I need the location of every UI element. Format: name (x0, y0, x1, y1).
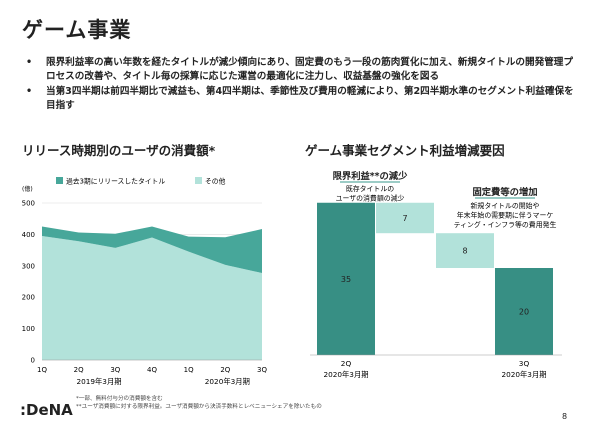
bullet-marker: • (26, 57, 33, 68)
legend-label-recent-titles: 過去3期にリリースしたタイトル (66, 177, 165, 186)
waterfall-chart: (億円)3578202Q2020年3月期3Q2020年3月期限界利益**の減少既… (310, 170, 562, 379)
area-series-recent-titles (42, 226, 262, 274)
annotation-text: 年末年始の需要期に伴うマーケ (457, 211, 554, 220)
x-tick-label: 3Q (110, 366, 120, 374)
bullet-list: • 限界利益率の高い年数を経たタイトルが減少傾向にあり、固定費のもう一段の筋肉質… (26, 56, 581, 114)
waterfall-bar (436, 233, 494, 268)
legend-label-other: その他 (205, 177, 226, 186)
y-unit-label: (億) (22, 185, 33, 193)
area-chart: (億) 0 100 200 300 400 500 1Q 2Q 3Q 4Q 1Q 2Q 3Q 2019年3月… (22, 177, 268, 386)
y-tick-label: 100 (22, 325, 35, 333)
annotation-text: ティング・インフラ等の費用発生 (454, 220, 557, 229)
x-tick-label: 2Q (341, 359, 352, 368)
left-chart-title: リリース時期別のユーザの消費額* (22, 143, 216, 158)
x-tick-label: 1Q (37, 366, 47, 374)
x-group-label: 2020年3月期 (323, 370, 368, 379)
x-group-label: 2020年3月期 (501, 370, 546, 379)
y-tick-label: 400 (22, 231, 35, 239)
x-tick-label: 2Q (74, 366, 84, 374)
annotation-title: 限界利益**の減少 (333, 170, 409, 182)
footnote-1: *一部、無料付与分の消費額を含む (76, 396, 163, 402)
annotation-text: ユーザの消費額の減少 (336, 194, 405, 203)
annotation-text: 新規タイトルの開始や (471, 201, 540, 210)
page-title: ゲーム事業 (22, 18, 132, 42)
y-tick-label: 300 (22, 262, 35, 270)
bar-value-label: 8 (462, 247, 467, 256)
legend-swatch-other (195, 177, 202, 184)
x-tick-label: 3Q (519, 359, 530, 368)
bullet-item: • 当第3四半期は前四半期比で減益も、第4四半期は、季節性及び費用の軽減により、… (26, 85, 581, 114)
bar-value-label: 7 (402, 214, 407, 223)
bar-value-label: 35 (341, 275, 351, 284)
waterfall-bar (376, 202, 434, 234)
x-tick-label: 4Q (147, 366, 157, 374)
x-tick-label: 1Q (184, 366, 194, 374)
bullet-item: • 限界利益率の高い年数を経たタイトルが減少傾向にあり、固定費のもう一段の筋肉質… (26, 56, 581, 85)
page-number: 8 (562, 412, 568, 421)
bullet-text: 当第3四半期は前四半期比で減益も、第4四半期は、季節性及び費用の軽減により、第2… (46, 85, 574, 112)
y-tick-label: 200 (22, 294, 35, 302)
bullet-marker: • (26, 85, 33, 97)
bullet-text: 限界利益率の高い年数を経たタイトルが減少傾向にあり、固定費のもう一段の筋肉質化に… (46, 57, 573, 83)
annotation-title: 固定費等の増加 (472, 186, 537, 198)
waterfall-bar (317, 202, 375, 355)
footnote-2: **ユーザ消費額に対する限界利益。ユーザ消費額から決済手数料とレベニューシェアを… (76, 404, 322, 410)
area-series-other (42, 235, 262, 360)
annotation-text: 既存タイトルの (346, 184, 394, 193)
x-group-label: 2020年3月期 (205, 377, 250, 385)
right-chart-title: ゲーム事業セグメント利益増減要因 (305, 143, 505, 158)
x-tick-label: 2Q (220, 366, 230, 374)
dena-logo: :DeNA (20, 401, 73, 419)
y-tick-label: 0 (31, 357, 35, 365)
x-group-label: 2019年3月期 (76, 377, 121, 385)
legend-swatch-recent-titles (56, 177, 63, 184)
waterfall-bar (495, 268, 553, 355)
x-tick-label: 3Q (257, 366, 267, 374)
bar-value-label: 20 (519, 308, 529, 317)
y-tick-label: 500 (22, 200, 35, 208)
